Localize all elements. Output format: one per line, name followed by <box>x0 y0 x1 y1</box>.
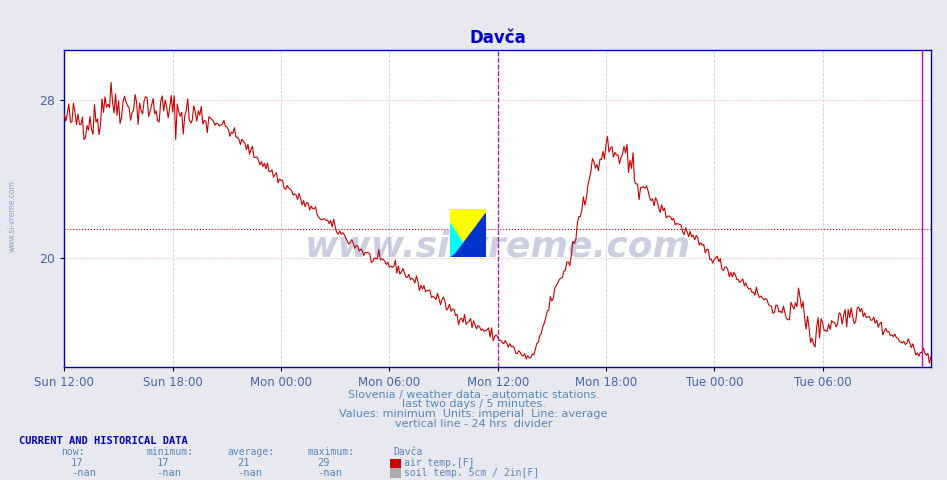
Text: -nan: -nan <box>71 468 96 478</box>
Text: now:: now: <box>62 447 85 457</box>
Text: 17: 17 <box>71 458 83 468</box>
Text: minimum:: minimum: <box>147 447 194 457</box>
Text: soil temp. 5cm / 2in[F]: soil temp. 5cm / 2in[F] <box>404 468 540 478</box>
Text: maximum:: maximum: <box>308 447 355 457</box>
Text: www.si-vreme.com: www.si-vreme.com <box>8 180 17 252</box>
Text: Values: minimum  Units: imperial  Line: average: Values: minimum Units: imperial Line: av… <box>339 409 608 419</box>
Text: -nan: -nan <box>317 468 342 478</box>
Text: average:: average: <box>227 447 275 457</box>
Text: -nan: -nan <box>156 468 181 478</box>
Text: 29: 29 <box>317 458 330 468</box>
Text: Davča: Davča <box>393 447 422 457</box>
Polygon shape <box>450 223 472 257</box>
Text: last two days / 5 minutes.: last two days / 5 minutes. <box>402 399 545 409</box>
Text: air temp.[F]: air temp.[F] <box>404 458 474 468</box>
Title: Davča: Davča <box>470 29 526 48</box>
Text: -nan: -nan <box>237 468 261 478</box>
Text: 17: 17 <box>156 458 169 468</box>
Text: vertical line - 24 hrs  divider: vertical line - 24 hrs divider <box>395 419 552 429</box>
Text: 21: 21 <box>237 458 249 468</box>
Text: Slovenia / weather data - automatic stations.: Slovenia / weather data - automatic stat… <box>348 390 599 400</box>
Polygon shape <box>452 214 486 257</box>
Text: CURRENT AND HISTORICAL DATA: CURRENT AND HISTORICAL DATA <box>19 436 188 446</box>
Text: www.si-vreme.com: www.si-vreme.com <box>305 230 690 264</box>
